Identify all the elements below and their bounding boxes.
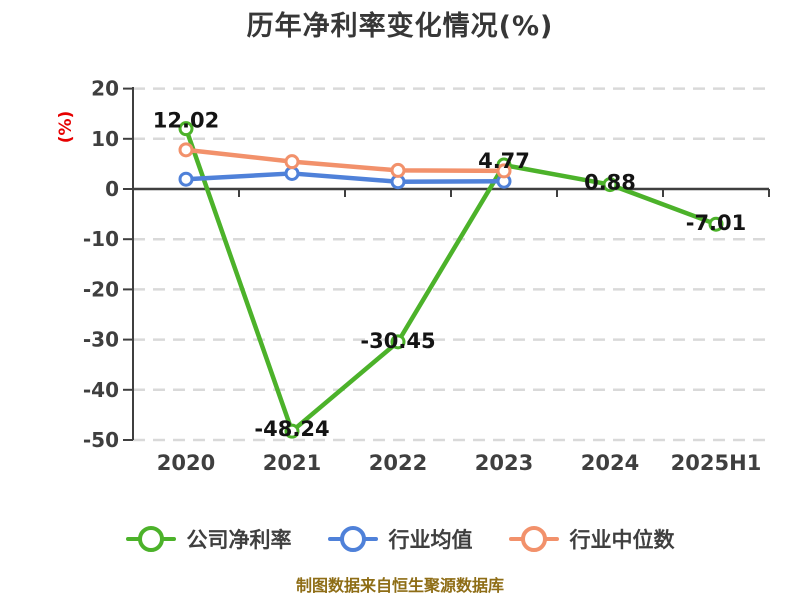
- x-tick-label: 2024: [581, 451, 639, 475]
- company-net-margin-point: [602, 177, 618, 193]
- x-tick-label: 2021: [263, 451, 321, 475]
- legend-marker-icon: [508, 525, 559, 553]
- y-axis-unit-label: (%): [56, 111, 76, 144]
- data-label: 12.02: [153, 109, 219, 133]
- y-tick-label: 20: [91, 77, 119, 101]
- industry-average-point: [284, 165, 300, 181]
- axes: 20 10 0 -10 -20 -30 -40 -50 2020 2021 2022 2023 2024…: [56, 77, 770, 475]
- industry-median-point: [178, 142, 194, 158]
- legend-marker-icon: [125, 525, 176, 553]
- y-tick-label: 0: [105, 177, 119, 201]
- data-label: 0.88: [584, 171, 636, 195]
- legend: 公司净利率 行业均值 行业中位数: [0, 519, 800, 559]
- legend-item-industry-average[interactable]: 行业均值: [327, 524, 473, 554]
- x-tick-label: 2020: [157, 451, 215, 475]
- series: [178, 121, 724, 439]
- gridlines: [133, 87, 769, 442]
- y-tick-label: -20: [83, 277, 119, 301]
- industry-average-line: [183, 171, 507, 184]
- y-tick-label: -50: [83, 428, 119, 452]
- series-company-net-margin: [178, 121, 724, 439]
- company-net-margin-point: [708, 216, 724, 232]
- chart-title: 历年净利率变化情况(%): [246, 11, 554, 42]
- x-tick-label: 2022: [369, 451, 427, 475]
- company-net-margin-point: [178, 121, 194, 137]
- legend-dot: [520, 526, 547, 552]
- data-labels: 12.02 -48.24 -30.45 4.77 0.88 -7.01: [153, 109, 746, 442]
- x-tick-label: 2023: [475, 451, 533, 475]
- data-label: 4.77: [478, 149, 530, 173]
- legend-label: 行业均值: [388, 528, 473, 552]
- company-net-margin-point: [284, 423, 300, 439]
- legend-dot: [339, 526, 366, 552]
- series-industry-median: [178, 142, 512, 179]
- y-tick-label: 10: [91, 127, 119, 151]
- legend-dot: [137, 526, 164, 552]
- data-label: -48.24: [254, 417, 329, 441]
- industry-median-line: [183, 147, 507, 174]
- legend-marker-icon: [327, 525, 378, 553]
- data-label: -7.01: [686, 211, 747, 235]
- industry-average-point: [178, 171, 194, 187]
- legend-item-company-net-margin[interactable]: 公司净利率: [125, 524, 292, 554]
- industry-median-point: [390, 162, 406, 178]
- y-tick-label: -40: [83, 378, 119, 402]
- y-tick-label: -10: [83, 227, 119, 251]
- legend-label: 行业中位数: [569, 528, 675, 552]
- legend-item-industry-median[interactable]: 行业中位数: [508, 524, 675, 554]
- company-net-margin-point: [390, 334, 406, 350]
- y-tick-label: -30: [83, 328, 119, 352]
- legend-label: 公司净利率: [186, 528, 292, 552]
- data-source-note: 制图数据来自恒生聚源数据库: [295, 576, 504, 595]
- data-label: -30.45: [360, 329, 435, 353]
- company-net-margin-line: [183, 126, 719, 434]
- x-tick-label: 2025H1: [671, 451, 762, 475]
- industry-median-point: [284, 154, 300, 170]
- industry-median-point: [496, 163, 512, 179]
